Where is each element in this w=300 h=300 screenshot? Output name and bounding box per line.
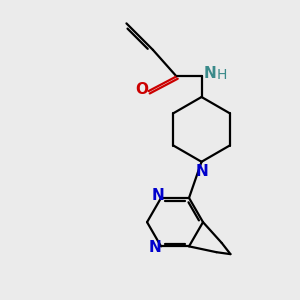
Text: O: O bbox=[136, 82, 148, 97]
Text: N: N bbox=[151, 188, 164, 203]
Text: H: H bbox=[217, 68, 227, 82]
Text: N: N bbox=[149, 240, 161, 255]
Text: N: N bbox=[204, 66, 217, 81]
Text: N: N bbox=[195, 164, 208, 179]
